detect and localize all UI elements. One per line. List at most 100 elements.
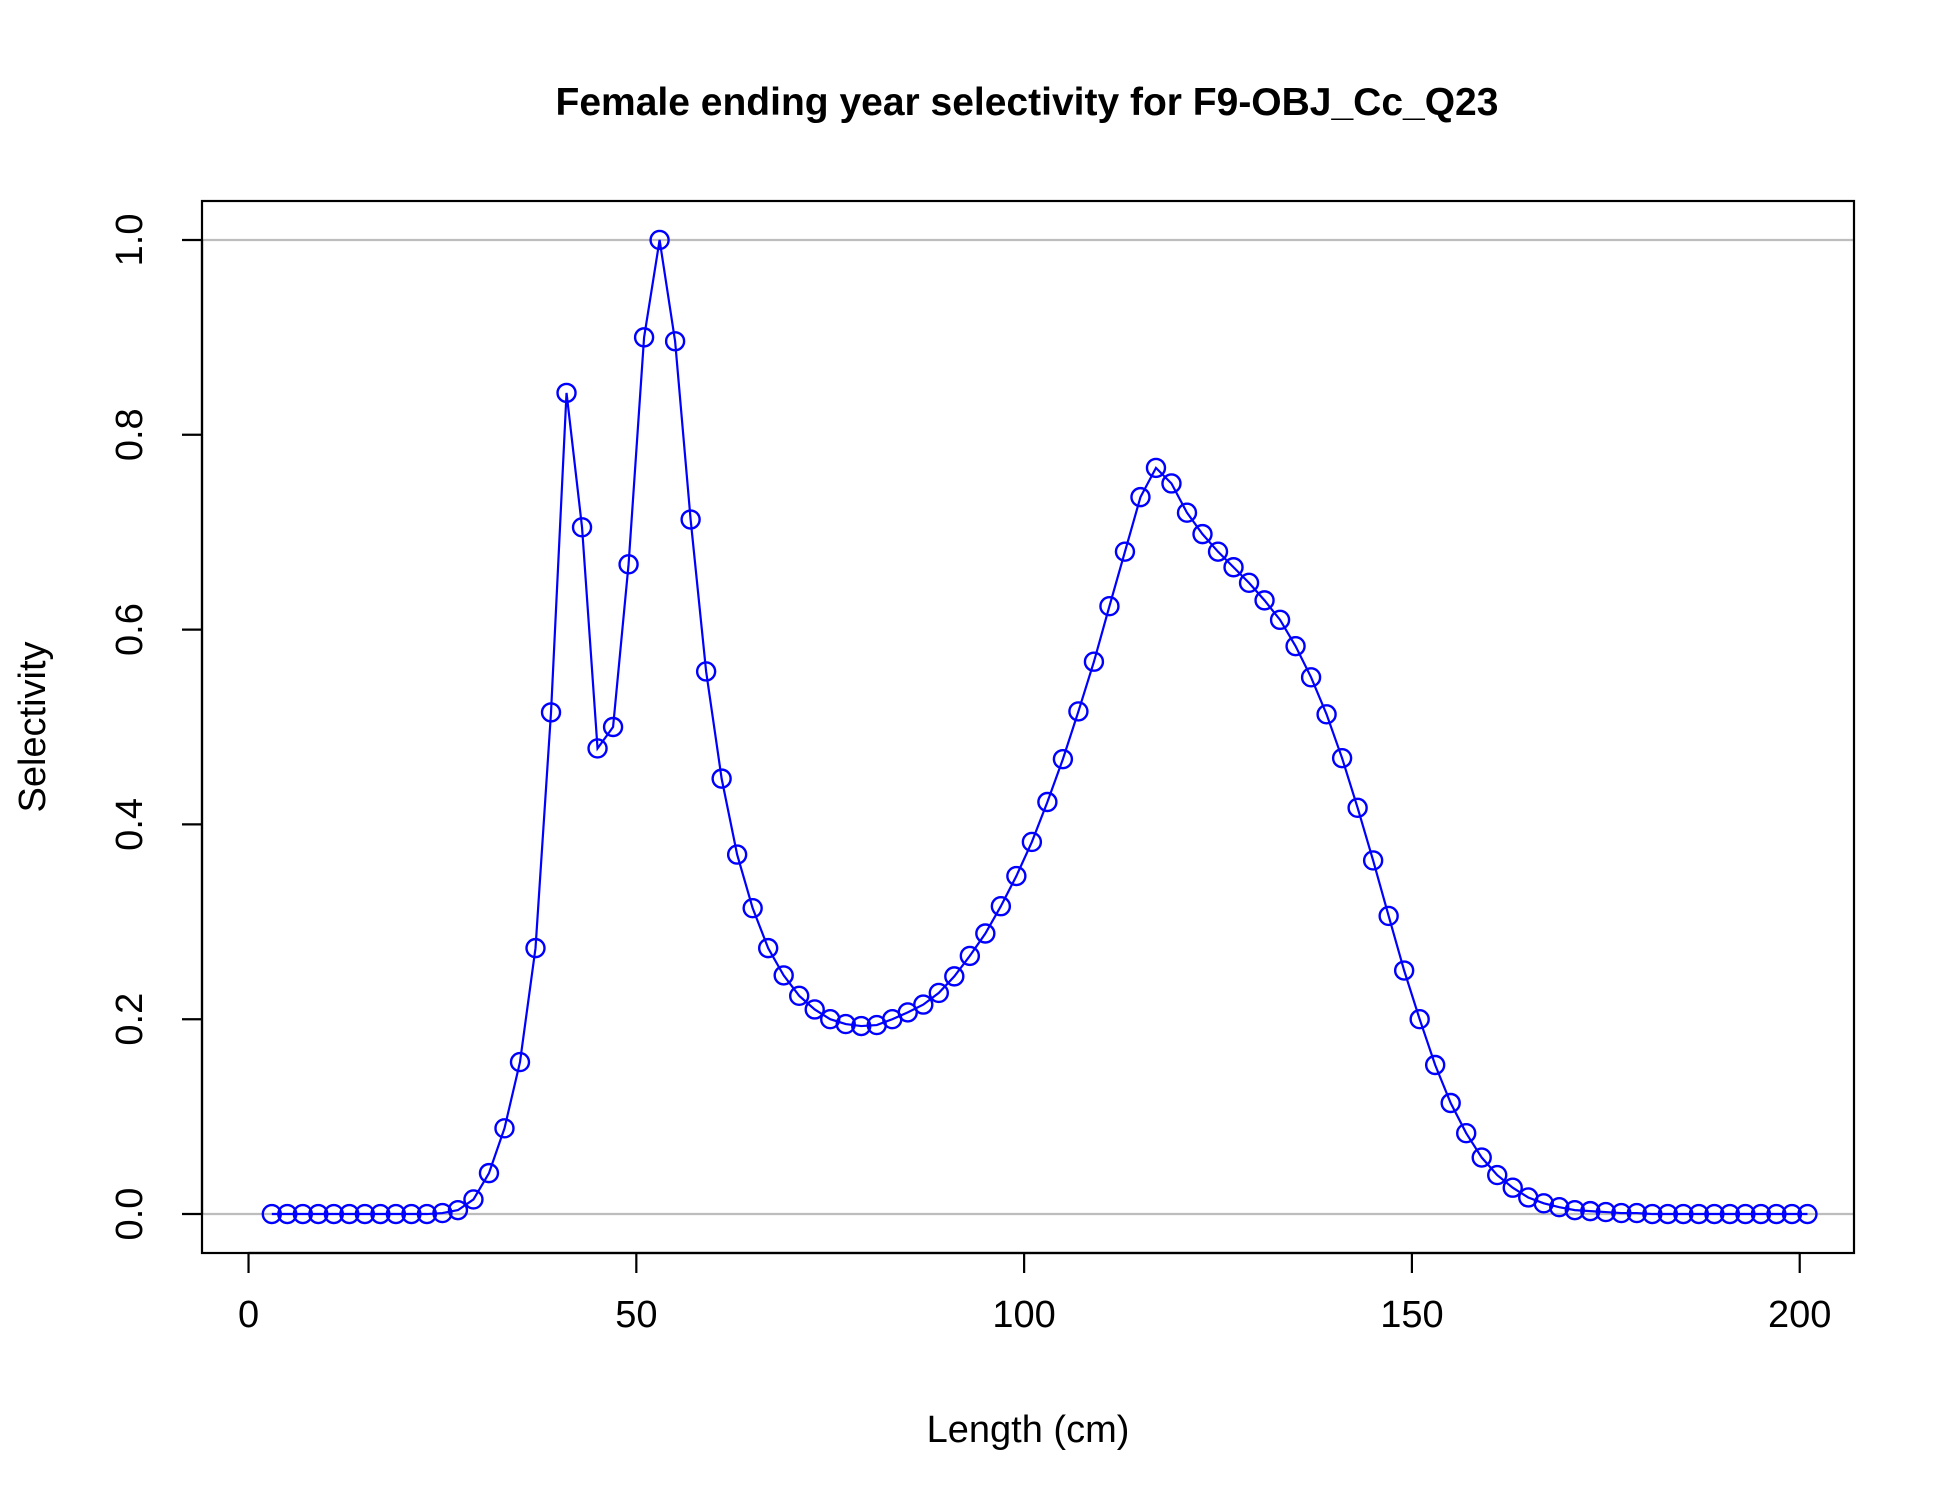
data-point xyxy=(1207,541,1229,562)
data-point xyxy=(494,1118,515,1139)
data-point xyxy=(1409,1009,1430,1030)
data-point xyxy=(928,982,950,1004)
data-point xyxy=(525,937,546,959)
data-point xyxy=(726,844,748,865)
data-point xyxy=(1424,1054,1446,1076)
data-point xyxy=(1564,1199,1585,1221)
data-point xyxy=(1580,1200,1601,1222)
data-point xyxy=(463,1189,484,1210)
data-point xyxy=(478,1162,500,1184)
data-point xyxy=(851,1015,872,1037)
data-point xyxy=(1657,1203,1679,1225)
data-point xyxy=(1719,1203,1741,1225)
y-tick-label: 0.8 xyxy=(109,408,151,461)
data-point xyxy=(277,1203,298,1225)
data-point xyxy=(1471,1147,1492,1168)
data-point xyxy=(664,331,686,352)
data-point xyxy=(1688,1203,1710,1225)
chart-title: Female ending year selectivity for F9-OB… xyxy=(556,81,1499,124)
data-point xyxy=(370,1203,391,1225)
data-point xyxy=(680,509,701,530)
data-point xyxy=(602,716,624,738)
x-tick-label: 100 xyxy=(992,1294,1055,1336)
data-point xyxy=(1130,486,1151,508)
data-point xyxy=(1238,572,1260,594)
data-point xyxy=(261,1203,283,1225)
data-point xyxy=(975,923,996,944)
data-point xyxy=(711,768,732,789)
x-tick-label: 200 xyxy=(1768,1294,1831,1336)
data-point xyxy=(447,1199,469,1221)
data-point xyxy=(1611,1202,1632,1224)
data-point xyxy=(308,1203,329,1225)
data-point xyxy=(1114,541,1136,562)
data-point xyxy=(1269,609,1291,631)
data-point xyxy=(509,1051,531,1073)
data-point xyxy=(1037,791,1058,813)
data-point xyxy=(1192,523,1213,545)
data-point xyxy=(556,382,577,404)
data-point xyxy=(1750,1203,1772,1225)
data-point xyxy=(1052,748,1074,770)
data-point xyxy=(1300,667,1322,688)
data-point xyxy=(913,994,934,1015)
reference-lines xyxy=(202,238,1854,1216)
data-point xyxy=(1626,1202,1648,1224)
series-layer xyxy=(261,229,1818,1225)
data-point xyxy=(773,965,794,986)
y-tick-label: 0.2 xyxy=(109,993,151,1046)
y-tick-label: 0.6 xyxy=(109,603,151,656)
data-point xyxy=(1766,1203,1787,1225)
data-point xyxy=(742,897,763,919)
y-axis: 0.0 0.2 0.4 0.6 0.8 1.0 xyxy=(109,214,204,1241)
data-point xyxy=(1797,1203,1818,1225)
data-point xyxy=(618,554,639,575)
x-tick-label: 150 xyxy=(1380,1294,1443,1336)
data-point xyxy=(959,945,981,967)
data-point xyxy=(1347,797,1368,819)
data-point xyxy=(649,229,670,251)
data-point xyxy=(1456,1122,1477,1144)
data-point xyxy=(1145,457,1167,479)
y-tick-label: 0.0 xyxy=(109,1188,151,1241)
data-point xyxy=(1673,1203,1694,1225)
data-point xyxy=(323,1203,345,1225)
data-point xyxy=(540,702,562,723)
x-tick-label: 50 xyxy=(615,1294,657,1336)
data-point xyxy=(1021,831,1043,853)
data-point xyxy=(1533,1193,1554,1214)
data-point xyxy=(1393,960,1415,981)
data-point xyxy=(401,1203,422,1225)
x-axis: 0 50 100 150 200 xyxy=(238,1251,1831,1336)
data-point xyxy=(1068,701,1089,722)
data-point xyxy=(804,999,825,1020)
data-point xyxy=(339,1203,360,1225)
data-point xyxy=(1316,704,1337,725)
data-point xyxy=(1487,1164,1508,1186)
data-point xyxy=(571,517,593,538)
x-axis-label: Length (cm) xyxy=(927,1409,1130,1451)
data-point xyxy=(695,661,717,682)
data-point xyxy=(1223,557,1244,578)
data-point xyxy=(1176,502,1198,523)
data-point xyxy=(1549,1197,1570,1218)
series-line xyxy=(271,239,1808,1216)
data-point xyxy=(1595,1201,1617,1223)
y-tick-label: 0.4 xyxy=(109,798,151,851)
data-point xyxy=(1502,1177,1523,1198)
y-axis-label: Selectivity xyxy=(12,641,54,812)
x-tick-label: 0 xyxy=(238,1294,259,1336)
data-point xyxy=(385,1203,407,1225)
data-point xyxy=(789,985,810,1007)
data-point xyxy=(835,1013,856,1035)
data-point xyxy=(1781,1203,1803,1225)
data-point xyxy=(757,937,779,959)
y-tick-label: 1.0 xyxy=(109,214,151,267)
data-point xyxy=(587,738,608,759)
data-point xyxy=(1331,747,1353,769)
data-point xyxy=(432,1202,453,1224)
data-point xyxy=(633,327,655,348)
plot-frame xyxy=(200,199,1856,1255)
data-point xyxy=(1285,635,1306,657)
data-point xyxy=(1099,596,1120,617)
